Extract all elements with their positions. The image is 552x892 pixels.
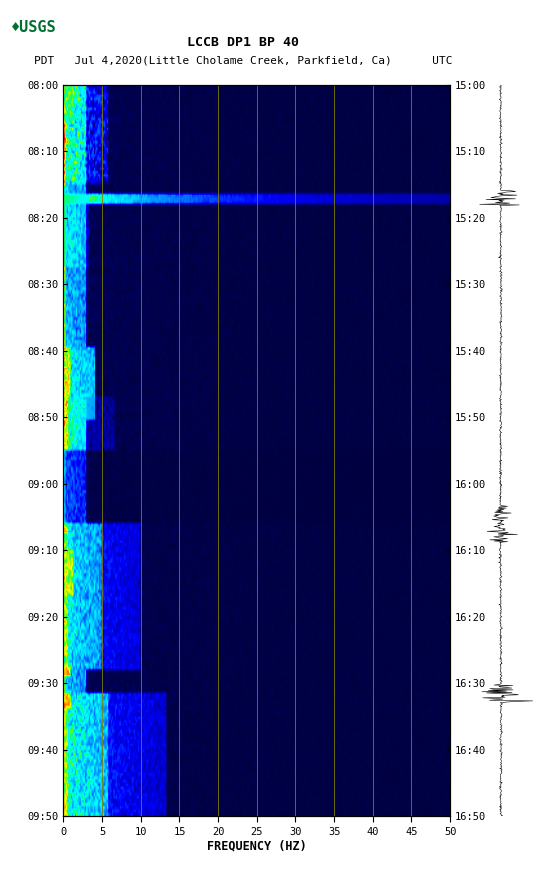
X-axis label: FREQUENCY (HZ): FREQUENCY (HZ) — [207, 839, 307, 853]
Text: PDT   Jul 4,2020(Little Cholame Creek, Parkfield, Ca)      UTC: PDT Jul 4,2020(Little Cholame Creek, Par… — [34, 55, 452, 66]
Text: ♦USGS: ♦USGS — [11, 20, 57, 35]
Text: LCCB DP1 BP 40: LCCB DP1 BP 40 — [187, 37, 299, 49]
